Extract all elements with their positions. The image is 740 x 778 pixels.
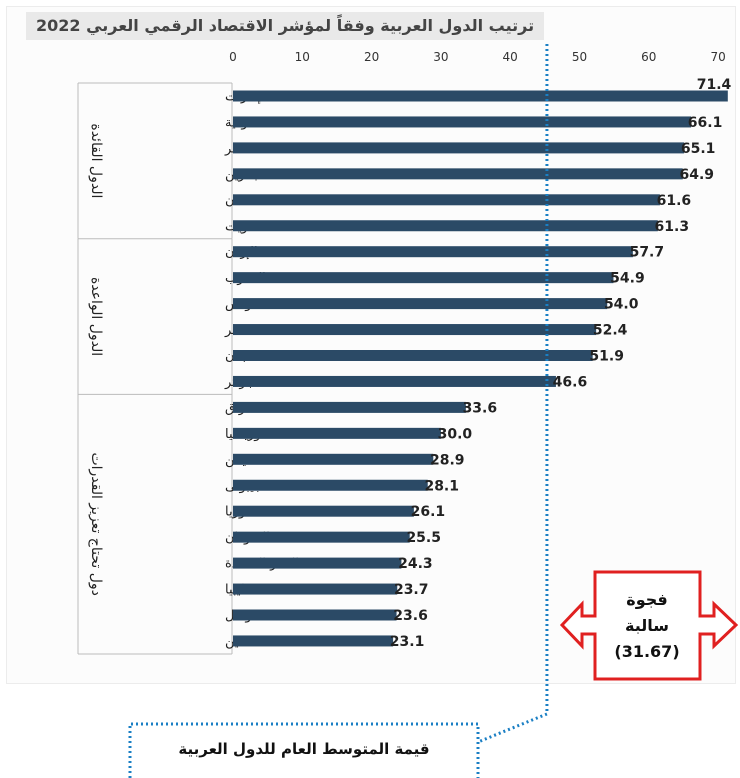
bar (233, 142, 685, 154)
bar (233, 246, 633, 258)
value-label: 23.7 (394, 582, 429, 598)
value-label: 28.9 (430, 452, 465, 468)
value-label: 24.3 (398, 556, 433, 572)
x-tick-label: 40 (503, 50, 518, 64)
gap-label: فجوة سالبة (31.67) (594, 573, 700, 678)
chart-title: ترتيب الدول العربية وفقاً لمؤشر الاقتصاد… (26, 12, 545, 40)
value-label: 61.6 (657, 193, 692, 209)
x-tick-label: 50 (572, 50, 587, 64)
value-label: 51.9 (589, 349, 624, 365)
value-label: 61.3 (655, 219, 690, 235)
value-label: 52.4 (593, 323, 628, 339)
bar (233, 505, 414, 517)
bar (233, 453, 434, 465)
value-label: 30.0 (438, 426, 473, 442)
average-label-box (128, 722, 480, 778)
bar (233, 557, 402, 569)
bar (233, 220, 658, 232)
group-frames: الدول القائدة الدول الواعدة دول تحتاج تعزي… (77, 82, 233, 655)
average-label: قيمة المتوسط العام للدول العربية (178, 740, 430, 758)
value-label: 71.4 (697, 77, 732, 93)
average-connector (477, 694, 549, 744)
value-label: 64.9 (679, 167, 714, 183)
value-label: 54.9 (610, 271, 645, 287)
value-label: 65.1 (681, 141, 716, 157)
group-label: الدول القائدة (88, 123, 104, 198)
gap-value: (31.67) (614, 641, 680, 661)
bar (233, 427, 441, 439)
x-axis-ticks: 0 10 20 30 40 50 60 70 (229, 50, 726, 64)
bar (233, 479, 428, 491)
bar (233, 401, 466, 413)
x-tick-label: 60 (641, 50, 656, 64)
bar (233, 531, 410, 543)
gap-line-1: فجوة (626, 589, 668, 609)
bar (233, 298, 608, 310)
value-label: 33.6 (463, 400, 498, 416)
group-label: دول تحتاج تعزيز القدرات (88, 452, 104, 595)
gap-arrow (559, 570, 739, 681)
gap-line-2: سالبة (625, 615, 669, 635)
bar (233, 90, 728, 102)
bar (233, 168, 683, 180)
value-label: 54.0 (604, 297, 639, 313)
x-tick-label: 0 (229, 50, 237, 64)
bar (233, 583, 398, 595)
group-label: الدول الواعدة (88, 277, 104, 356)
bar (233, 324, 597, 336)
value-label: 46.6 (553, 374, 588, 390)
value-label: 23.1 (390, 634, 425, 650)
bar (233, 375, 556, 387)
x-tick-label: 20 (364, 50, 379, 64)
bar (233, 635, 394, 647)
gap-arrow-outline (559, 570, 739, 681)
x-tick-label: 30 (433, 50, 448, 64)
value-label: 26.1 (411, 504, 446, 520)
bar (233, 609, 397, 621)
bar (233, 272, 614, 284)
bar (233, 194, 660, 206)
x-tick-label: 70 (710, 50, 725, 64)
bars: الإمارات71.4السعودية66.1قطر65.1البحرين64… (224, 77, 732, 650)
bar (233, 350, 593, 361)
value-label: 28.1 (424, 478, 459, 494)
average-line-layer (128, 44, 549, 778)
value-label: 66.1 (688, 115, 723, 131)
bar (233, 116, 692, 128)
x-tick-label: 10 (295, 50, 310, 64)
value-label: 25.5 (406, 530, 441, 546)
value-label: 57.7 (630, 245, 665, 261)
value-label: 23.6 (393, 608, 428, 624)
